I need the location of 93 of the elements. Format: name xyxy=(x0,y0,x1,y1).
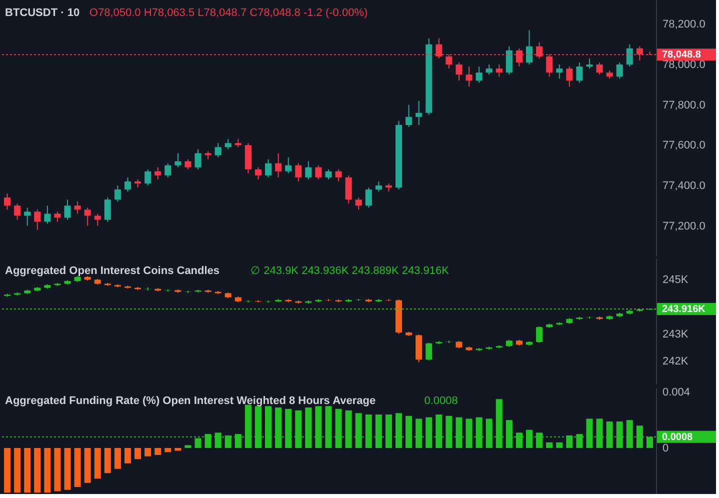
bar xyxy=(556,442,563,448)
candlestick xyxy=(416,100,422,126)
candlestick xyxy=(74,201,81,214)
candlestick xyxy=(466,66,472,88)
y-tick-label: 77,800.0 xyxy=(662,99,706,112)
candlestick xyxy=(14,203,21,220)
candlestick xyxy=(84,207,91,226)
y-tick-label: 242K xyxy=(662,355,689,368)
ref-line-label: 78,048.8 xyxy=(662,50,702,61)
candlestick xyxy=(34,209,41,230)
candlestick xyxy=(194,148,202,170)
candlestick xyxy=(54,211,61,222)
candlestick xyxy=(556,64,563,80)
candlestick xyxy=(64,199,71,220)
bar xyxy=(44,448,51,493)
candlestick xyxy=(44,205,51,224)
candlestick xyxy=(486,64,492,76)
candlestick xyxy=(616,62,623,80)
y-tick-label: 77,200.0 xyxy=(662,220,706,232)
y-tick-label: 78,200.0 xyxy=(662,18,706,31)
ref-line-label: 0.0008 xyxy=(662,432,694,443)
candlestick xyxy=(164,162,172,178)
bar xyxy=(134,448,142,460)
candlestick xyxy=(144,168,152,186)
candlestick xyxy=(94,213,101,226)
candlestick xyxy=(265,158,272,178)
bar xyxy=(104,448,111,474)
bar xyxy=(84,448,91,483)
bar xyxy=(34,448,41,493)
candlestick xyxy=(4,193,11,210)
candlestick xyxy=(254,166,262,180)
candlestick xyxy=(295,162,302,182)
y-tick-label: 77,600.0 xyxy=(662,140,706,152)
bar xyxy=(144,448,152,456)
bar xyxy=(14,448,21,493)
candlestick xyxy=(506,46,512,76)
candlestick xyxy=(325,168,332,180)
bar xyxy=(4,448,11,493)
bar xyxy=(164,448,172,452)
text: BTCUSDT · 10 xyxy=(5,7,80,19)
candlestick xyxy=(305,160,312,180)
bar xyxy=(74,448,81,488)
y-tick-label: 243K xyxy=(662,328,689,340)
candlestick xyxy=(536,326,543,344)
candlestick xyxy=(285,156,292,174)
candlestick xyxy=(355,197,362,210)
candlestick xyxy=(174,152,182,168)
candlestick xyxy=(596,62,603,76)
candlestick xyxy=(566,66,573,88)
annotation: ∅ 243.9K 243.936K 243.889K 243.916K xyxy=(250,265,450,277)
candlestick xyxy=(214,142,222,158)
candlestick xyxy=(365,186,372,208)
candlestick xyxy=(456,62,462,82)
candlestick xyxy=(114,184,121,202)
y-tick-label: 0 xyxy=(662,442,669,454)
candlestick xyxy=(124,176,131,192)
candlestick xyxy=(345,174,352,204)
annotation: 0.0008 xyxy=(424,395,458,407)
y-tick-label: 245K xyxy=(662,274,689,286)
bar xyxy=(174,448,182,451)
text: Aggregated Funding Rate (%) Open Interest Weighted 8 Hours Average xyxy=(5,395,376,407)
annotation: O78,050.0 H78,063.5 L78,048.7 C78,048.8 -1.2 (-0.00%) xyxy=(89,7,368,19)
candlestick xyxy=(476,66,482,84)
y-tick-label: 78,000.0 xyxy=(662,59,706,72)
y-tick-label: 77,400.0 xyxy=(662,180,706,192)
candlestick xyxy=(375,180,382,192)
candlestick xyxy=(154,166,162,180)
text: Aggregated Open Interest Coins Candles xyxy=(5,265,220,277)
bar xyxy=(94,448,101,479)
candlestick xyxy=(496,64,502,78)
candlestick xyxy=(526,30,533,66)
bar xyxy=(54,448,61,492)
candlestick xyxy=(224,138,232,150)
candlestick xyxy=(586,58,593,70)
candlestick xyxy=(335,168,342,182)
ref-line-label: 243.916K xyxy=(662,304,706,316)
candlestick xyxy=(426,342,432,361)
bar xyxy=(154,448,162,455)
candlestick xyxy=(104,197,111,222)
candlestick xyxy=(315,164,322,180)
bar xyxy=(64,448,71,490)
y-tick-label: 0.004 xyxy=(662,386,690,399)
bar xyxy=(124,448,131,464)
candlestick xyxy=(275,152,282,178)
bar xyxy=(184,445,192,448)
bar xyxy=(114,448,121,469)
candlestick xyxy=(24,207,31,226)
candlestick xyxy=(406,104,412,128)
candlestick xyxy=(184,158,192,170)
bar xyxy=(24,448,31,493)
candlestick xyxy=(626,44,633,68)
candlestick xyxy=(576,62,583,84)
bar xyxy=(546,442,553,448)
